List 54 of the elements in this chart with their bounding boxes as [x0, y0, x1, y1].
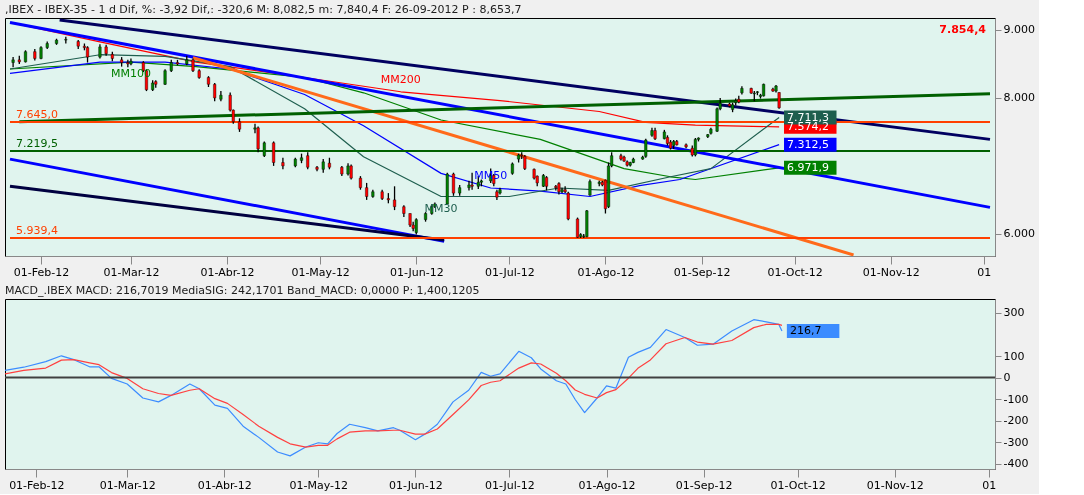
candlestick	[727, 102, 731, 109]
x-tick-label: 01-Mar-12	[99, 478, 156, 492]
x-tick-label: 01-Feb-12	[13, 265, 70, 279]
ref-line-label: 7.219,5	[16, 136, 58, 150]
x-tick-label: 01-Ago-12	[577, 265, 635, 279]
y-tick-label: -300	[1003, 435, 1029, 449]
ref-line-label: 5.939,4	[16, 224, 58, 238]
candlestick	[55, 38, 59, 46]
candlestick	[272, 140, 276, 167]
x-tick-label: 01-Feb-12	[9, 478, 65, 492]
y-tick-label: -200	[1003, 414, 1029, 428]
x-tick-label: 01-Nov-12	[862, 265, 920, 279]
y-tick-label: 8.000	[1003, 91, 1035, 105]
chart-title: ,IBEX - IBEX-35 - 1 d Dif, %: -3,92 Dif,: -320,6 M: 8,082,5 m: 7,840,4 F: 26-09-2012 P : 8,653,7	[5, 3, 522, 16]
x-tick-label: 01-Jul-12	[484, 265, 535, 279]
x-tick-label: 01-Ago-12	[578, 478, 636, 492]
candlestick	[11, 56, 15, 68]
candlestick	[237, 117, 241, 133]
ref-line-label: 7.645,0	[16, 108, 58, 122]
candlestick	[256, 125, 260, 153]
x-tick-label: 01-May-12	[289, 478, 349, 492]
x-tick-label: 01-Oct-12	[767, 265, 823, 279]
x-tick-label: 01-May-12	[291, 265, 350, 279]
y-tick-label: 6.000	[1003, 227, 1035, 241]
x-tick-label: 01-Nov-12	[866, 478, 924, 492]
x-tick-label: 01-Oct-12	[770, 478, 826, 492]
y-tick-label: 0	[1003, 371, 1011, 385]
x-tick-label: 01-Abr-12	[200, 265, 255, 279]
data-label: 6.971,9	[787, 160, 830, 174]
x-tick-label: 01	[982, 478, 997, 492]
candlestick	[300, 153, 304, 164]
x-tick-label: 01-Abr-12	[197, 478, 252, 492]
series-label: MM200	[380, 72, 421, 86]
candlestick	[213, 82, 217, 102]
x-tick-label: 01-Jul-12	[484, 478, 535, 492]
x-tick-label: 01	[977, 265, 992, 279]
data-label: 216,7	[789, 323, 822, 337]
x-tick-label: 01-Sep-12	[673, 265, 731, 279]
y-tick-label: 300	[1003, 306, 1025, 320]
x-tick-label: 01-Jun-12	[389, 265, 444, 279]
y-tick-label: -100	[1003, 392, 1029, 406]
y-tick-label: 100	[1003, 349, 1025, 363]
candlestick	[24, 49, 28, 64]
annotation: 7.854,4	[939, 23, 987, 36]
candlestick	[451, 172, 455, 197]
chart-title: MACD_.IBEX MACD: 216,7019 MediaSIG: 242,1701 Band_MACD: 0,0000 P: 1,400,1205	[5, 284, 480, 297]
candlestick	[206, 75, 210, 88]
data-label: 7.312,5	[787, 137, 830, 151]
candlestick	[393, 185, 397, 211]
y-tick-label: 9.000	[1003, 23, 1035, 37]
x-tick-label: 01-Mar-12	[103, 265, 160, 279]
x-tick-label: 01-Sep-12	[675, 478, 733, 492]
x-tick-label: 01-Jun-12	[389, 478, 443, 492]
y-tick-label: -400	[1003, 457, 1029, 471]
